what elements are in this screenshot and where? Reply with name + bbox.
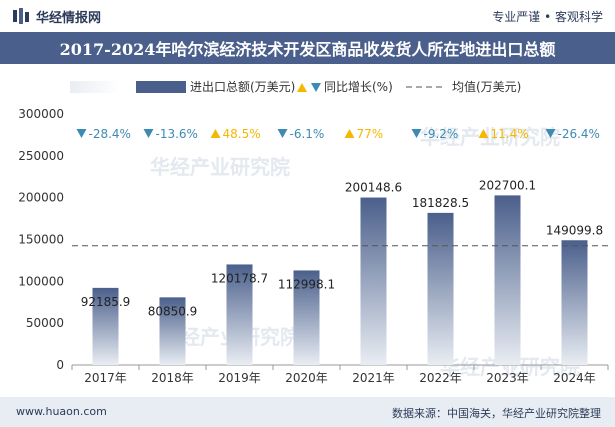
- bar: [561, 240, 588, 365]
- x-tick-label: 2022年: [419, 371, 462, 385]
- data-label: 112998.1: [278, 277, 335, 291]
- bar: [360, 197, 387, 365]
- watermark: 华经产业研究院: [420, 125, 560, 149]
- growth-label: -13.6%: [156, 127, 198, 141]
- top-bar: 华经情报网 专业严谨 • 客观科学: [0, 0, 615, 33]
- growth-up-icon: [478, 129, 489, 138]
- bar: [159, 297, 186, 365]
- axes: 0 50000 100000 150000 200000 250000 300000 2017…: [18, 107, 609, 385]
- growth-label: 77%: [357, 127, 384, 141]
- data-label: 202700.1: [479, 178, 536, 192]
- legend-swatch-bar: [136, 81, 186, 93]
- data-label: 181828.5: [412, 196, 469, 210]
- growth-label: -6.1%: [290, 127, 325, 141]
- brand-logo-icon: [13, 8, 29, 24]
- data-label: 120178.7: [211, 271, 268, 285]
- y-tick-label: 50000: [26, 316, 64, 330]
- x-tick-label: 2019年: [218, 371, 261, 385]
- growth-label: 11.4%: [491, 127, 529, 141]
- chart: 进出口总额(万美元) 同比增长(%) 均值(万美元) 华经产业研究院 华经产业研…: [18, 79, 609, 385]
- growth-down-icon: [277, 129, 288, 138]
- growth-down-icon: [143, 129, 154, 138]
- growth-down-icon: [76, 129, 87, 138]
- legend-swatch-background: [70, 81, 120, 93]
- bar: [293, 270, 320, 365]
- x-tick-label: 2023年: [486, 371, 529, 385]
- chart-title: 2017-2024年哈尔滨经济技术开发区商品收发货人所在地进出口总额: [0, 32, 615, 64]
- footer-website: www.huaon.com: [16, 405, 107, 418]
- legend-growth-label: 同比增长(%): [324, 80, 393, 94]
- slogan: 专业严谨 • 客观科学: [492, 10, 603, 24]
- y-tick-label: 250000: [18, 149, 64, 163]
- y-tick-label: 100000: [18, 274, 64, 288]
- brand: 华经情报网: [12, 7, 102, 26]
- data-label: 200148.6: [345, 181, 402, 195]
- growth-labels: -28.4% -13.6% 48.5% -6.1% 77% -9.2% 11.4% -26.4…: [76, 127, 600, 141]
- bars: [92, 195, 588, 365]
- x-tick-label: 2020年: [285, 371, 328, 385]
- growth-down-icon: [545, 129, 556, 138]
- footer-source: 数据来源：中国海关，华经产业研究院整理: [392, 407, 601, 420]
- footer: www.huaon.com 数据来源：中国海关，华经产业研究院整理: [0, 397, 615, 427]
- growth-up-icon: [210, 129, 221, 138]
- bar: [226, 264, 253, 365]
- growth-down-icon: [411, 129, 422, 138]
- legend-up-icon: [297, 83, 307, 92]
- bar: [427, 212, 454, 365]
- growth-label: -9.2%: [424, 127, 459, 141]
- x-tick-label: 2018年: [151, 371, 194, 385]
- growth-label: -26.4%: [558, 127, 600, 141]
- data-label: 92185.9: [81, 295, 131, 309]
- growth-up-icon: [344, 129, 355, 138]
- growth-label: -28.4%: [89, 127, 131, 141]
- data-label: 80850.9: [148, 304, 198, 318]
- data-label: 149099.8: [546, 223, 603, 237]
- legend-bar-label: 进出口总额(万美元): [190, 80, 295, 94]
- legend-down-icon: [311, 83, 321, 92]
- brand-name: 华经情报网: [36, 10, 102, 26]
- x-tick-label: 2021年: [352, 371, 395, 385]
- y-tick-label: 200000: [18, 191, 64, 205]
- y-tick-label: 300000: [18, 107, 64, 121]
- y-tick-label: 150000: [18, 233, 64, 247]
- legend: 进出口总额(万美元) 同比增长(%) 均值(万美元): [70, 79, 521, 94]
- value-labels: 92185.9 80850.9 120178.7 112998.1 200148.6 18…: [81, 178, 603, 318]
- x-tick-label: 2017年: [84, 371, 127, 385]
- x-tick-label: 2024年: [553, 371, 596, 385]
- y-tick-label: 0: [56, 358, 64, 372]
- bar: [92, 287, 119, 365]
- bar: [494, 195, 521, 365]
- growth-label: 48.5%: [223, 127, 261, 141]
- watermark: 华经产业研究院: [150, 155, 290, 179]
- legend-mean-label: 均值(万美元): [452, 79, 521, 94]
